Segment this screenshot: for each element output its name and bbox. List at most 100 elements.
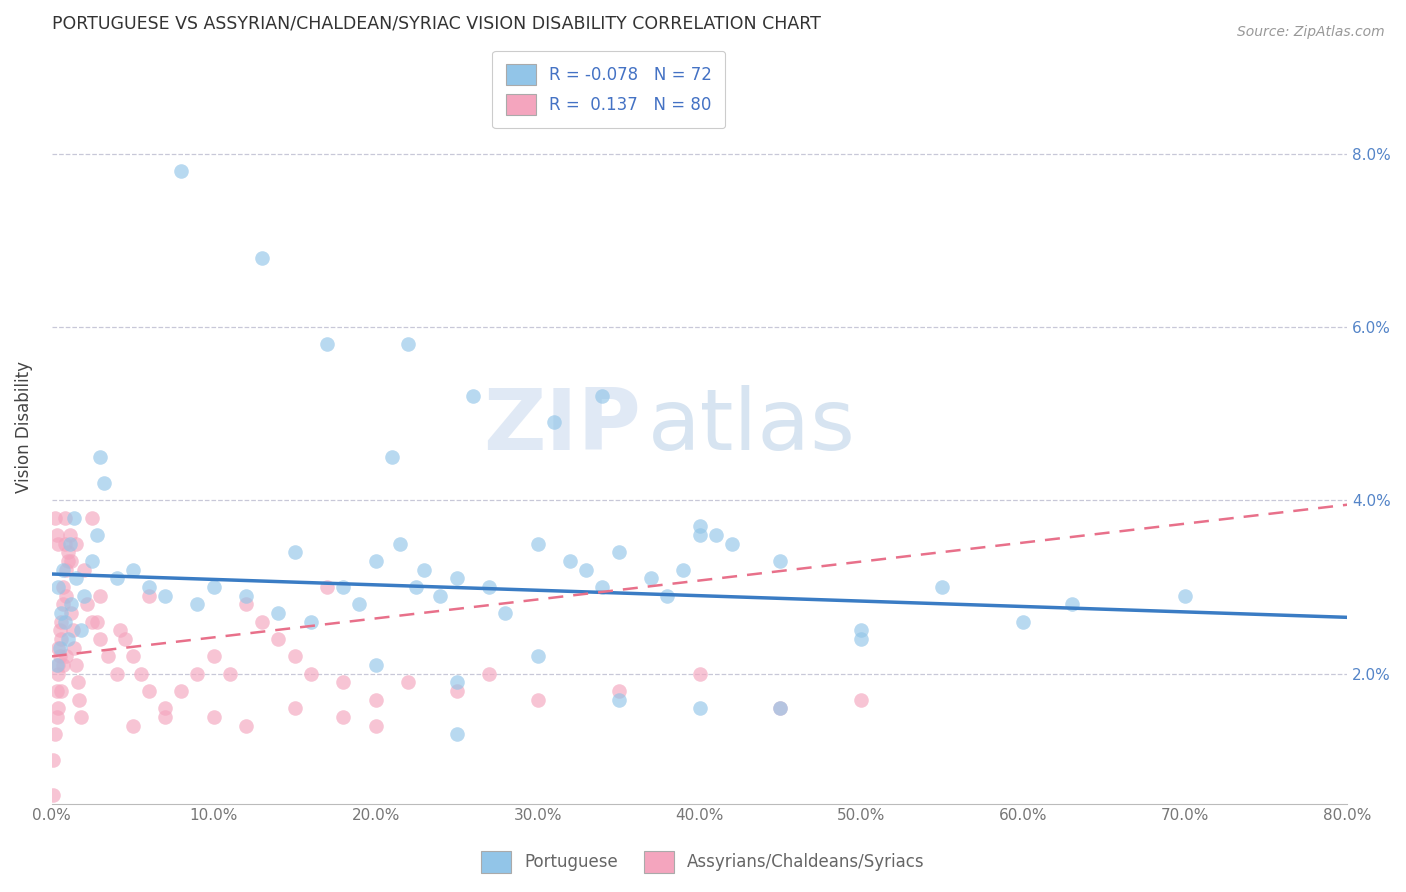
Point xyxy=(89,589,111,603)
Point xyxy=(478,666,501,681)
Point xyxy=(86,615,108,629)
Point xyxy=(55,589,77,603)
Point xyxy=(82,510,104,524)
Point xyxy=(494,606,516,620)
Point xyxy=(219,666,242,681)
Point xyxy=(138,580,160,594)
Point xyxy=(66,675,89,690)
Point xyxy=(267,632,290,646)
Point xyxy=(769,701,792,715)
Point xyxy=(63,510,86,524)
Point xyxy=(851,692,873,706)
Point xyxy=(82,554,104,568)
Point xyxy=(60,598,83,612)
Point xyxy=(186,666,208,681)
Point xyxy=(82,615,104,629)
Point xyxy=(607,545,630,559)
Point xyxy=(575,563,598,577)
Point xyxy=(89,632,111,646)
Point xyxy=(364,658,387,673)
Point xyxy=(86,528,108,542)
Point xyxy=(446,727,468,741)
Point xyxy=(591,389,613,403)
Point xyxy=(42,753,65,767)
Point xyxy=(73,589,96,603)
Point xyxy=(364,692,387,706)
Point xyxy=(186,598,208,612)
Text: atlas: atlas xyxy=(648,385,856,468)
Point xyxy=(672,563,695,577)
Point xyxy=(52,580,75,594)
Point xyxy=(56,554,79,568)
Text: PORTUGUESE VS ASSYRIAN/CHALDEAN/SYRIAC VISION DISABILITY CORRELATION CHART: PORTUGUESE VS ASSYRIAN/CHALDEAN/SYRIAC V… xyxy=(52,15,821,33)
Point xyxy=(58,528,80,542)
Point xyxy=(332,710,354,724)
Point xyxy=(252,615,274,629)
Point xyxy=(60,554,83,568)
Point xyxy=(52,658,75,673)
Point xyxy=(478,580,501,594)
Point xyxy=(446,571,468,585)
Point xyxy=(65,658,87,673)
Point xyxy=(396,337,419,351)
Point xyxy=(851,632,873,646)
Point xyxy=(108,624,131,638)
Point xyxy=(769,701,792,715)
Point xyxy=(689,528,711,542)
Point xyxy=(44,727,66,741)
Point xyxy=(45,684,67,698)
Text: ZIP: ZIP xyxy=(484,385,641,468)
Point xyxy=(55,649,77,664)
Point xyxy=(284,545,307,559)
Point xyxy=(45,710,67,724)
Point xyxy=(53,537,76,551)
Point xyxy=(105,571,128,585)
Point xyxy=(284,649,307,664)
Point xyxy=(153,710,176,724)
Point xyxy=(97,649,120,664)
Point xyxy=(332,580,354,594)
Point xyxy=(52,598,75,612)
Point xyxy=(396,675,419,690)
Point xyxy=(45,658,67,673)
Point xyxy=(446,684,468,698)
Point xyxy=(114,632,136,646)
Point xyxy=(58,537,80,551)
Point xyxy=(607,684,630,698)
Point xyxy=(138,684,160,698)
Point xyxy=(526,692,548,706)
Point xyxy=(202,710,225,724)
Point xyxy=(388,537,411,551)
Point xyxy=(543,416,565,430)
Point xyxy=(51,606,73,620)
Point xyxy=(607,692,630,706)
Point xyxy=(235,598,257,612)
Point xyxy=(461,389,484,403)
Point xyxy=(591,580,613,594)
Point xyxy=(55,563,77,577)
Point xyxy=(49,640,72,655)
Point xyxy=(93,476,115,491)
Point xyxy=(252,251,274,265)
Point xyxy=(721,537,744,551)
Point xyxy=(299,615,322,629)
Point xyxy=(364,718,387,732)
Point xyxy=(60,606,83,620)
Point xyxy=(46,580,69,594)
Point xyxy=(689,701,711,715)
Point xyxy=(44,510,66,524)
Point xyxy=(63,640,86,655)
Point xyxy=(46,537,69,551)
Point xyxy=(65,537,87,551)
Point xyxy=(170,684,193,698)
Point xyxy=(349,598,371,612)
Point xyxy=(316,337,339,351)
Point xyxy=(413,563,436,577)
Point xyxy=(526,537,548,551)
Point xyxy=(704,528,727,542)
Point xyxy=(769,554,792,568)
Point xyxy=(138,589,160,603)
Point xyxy=(52,563,75,577)
Point xyxy=(332,675,354,690)
Point xyxy=(381,450,404,464)
